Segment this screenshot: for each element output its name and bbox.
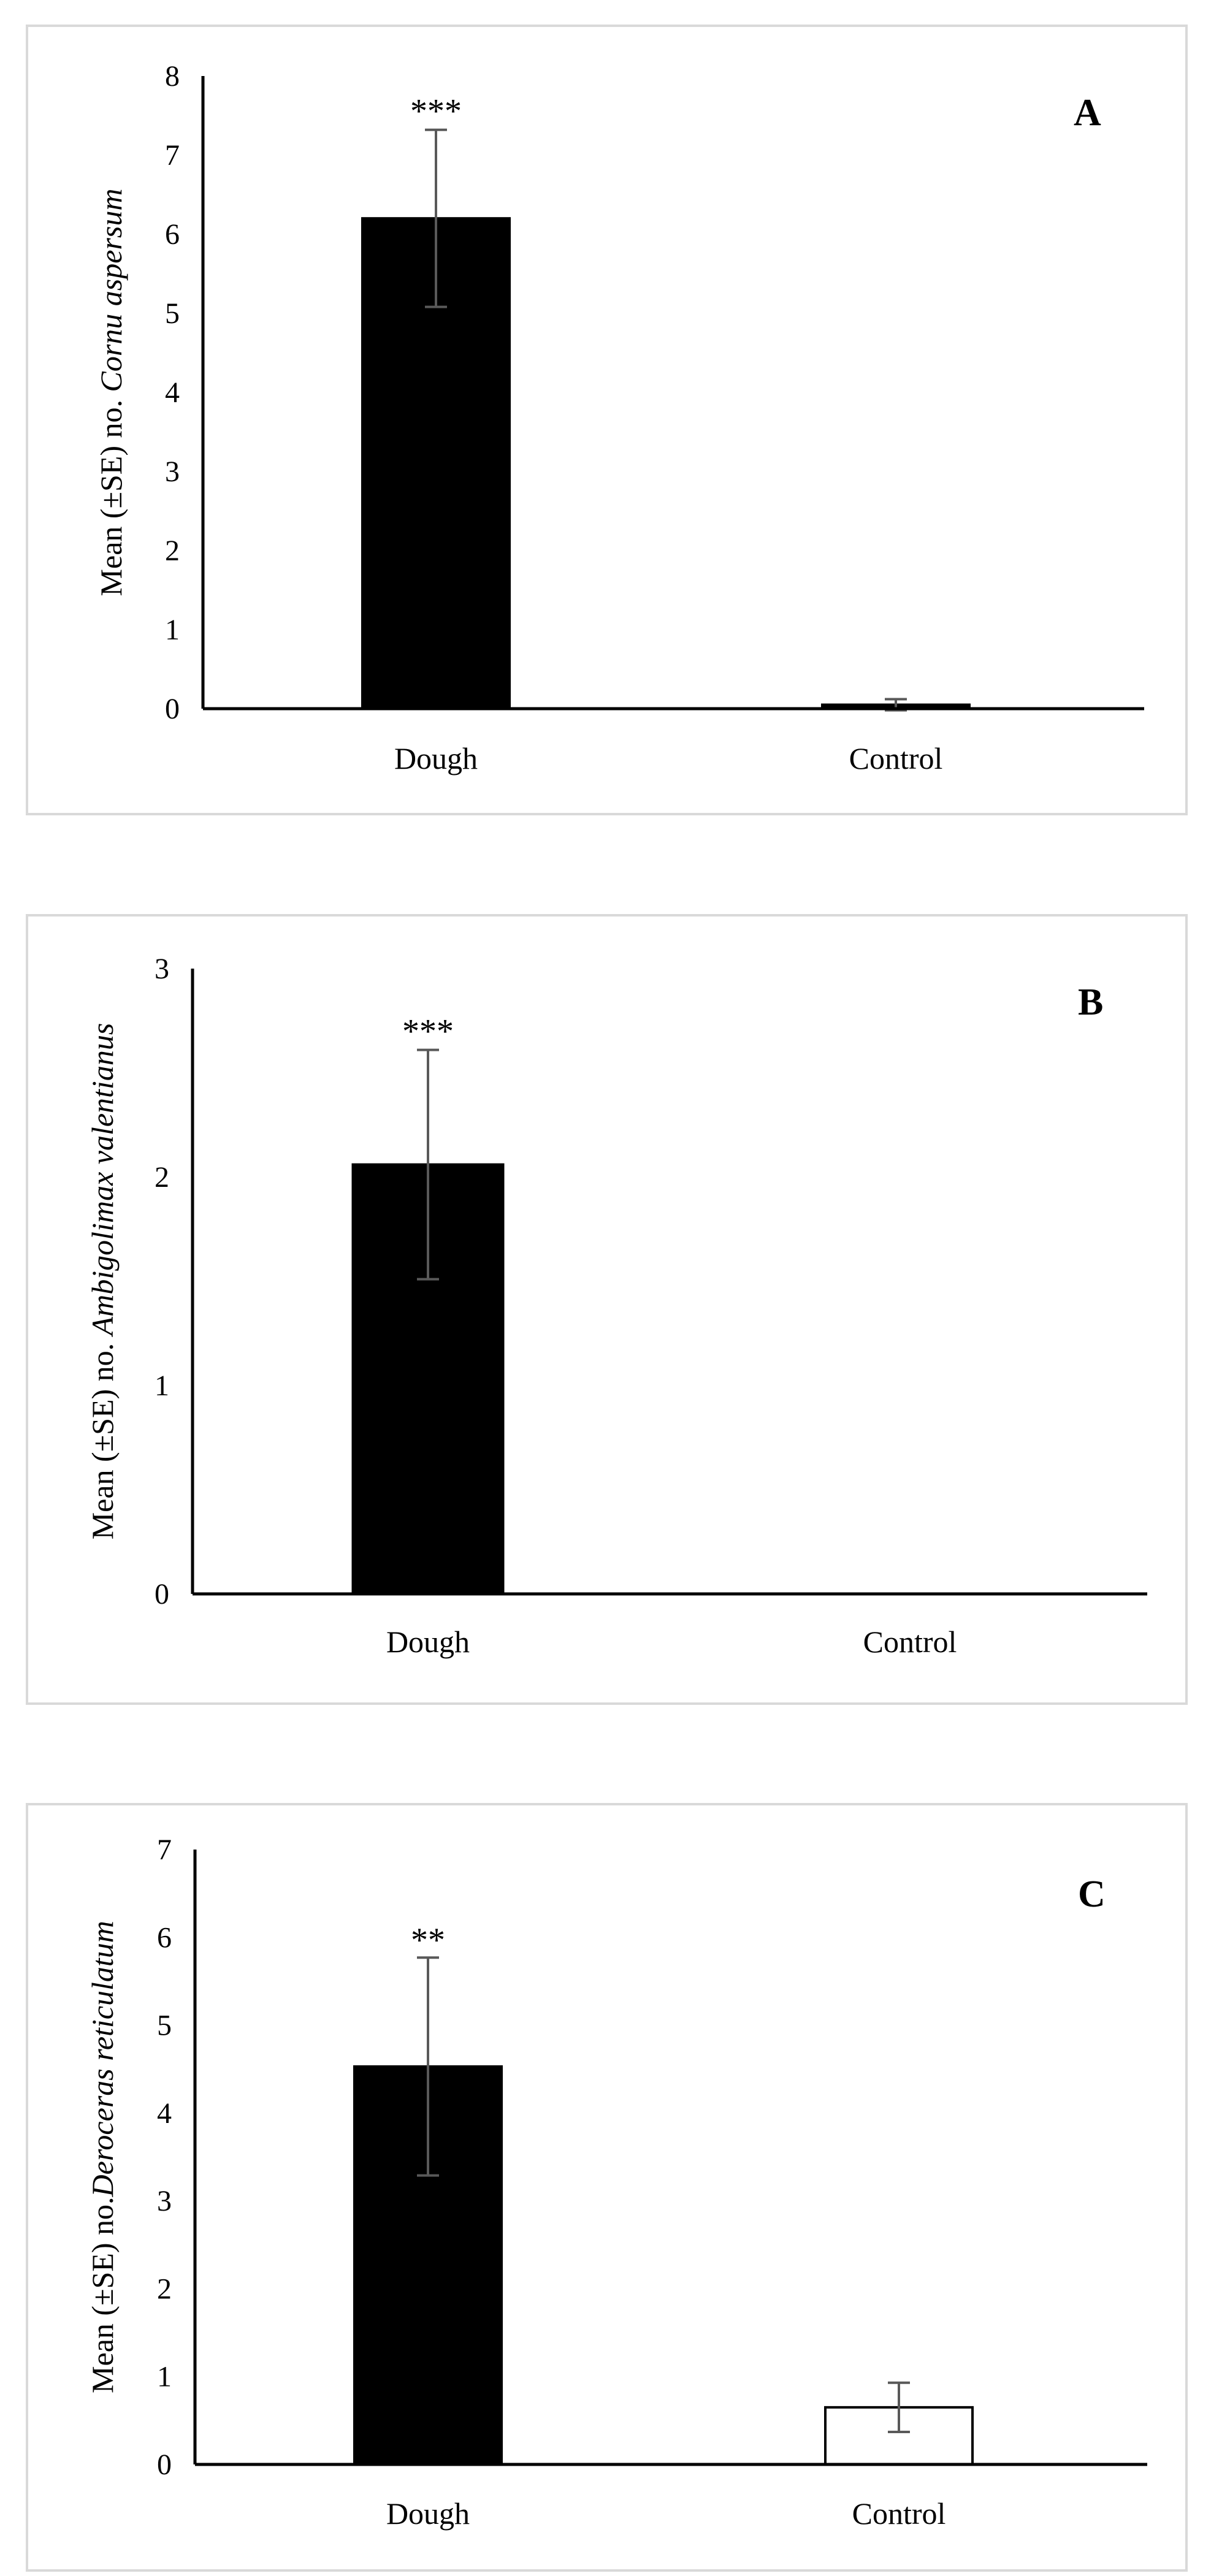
x-category-label: Dough <box>394 741 478 775</box>
y-tick-label: 4 <box>157 2097 172 2130</box>
y-tick-label: 5 <box>165 297 180 330</box>
y-tick-label: 3 <box>157 2185 172 2217</box>
chart-panel-b: 0 1 2 3 *** Dough Control B Mean (±SE) no. Ambig… <box>26 914 1188 1705</box>
y-tick-label: 1 <box>157 2361 172 2393</box>
y-tick-label: 2 <box>155 1161 169 1194</box>
y-tick-label: 2 <box>165 535 180 567</box>
panel-label: A <box>1074 92 1101 134</box>
y-axis-title-prefix: Mean (±SE) no. <box>85 2197 120 2393</box>
y-axis-title-species: Cornu aspersum <box>94 189 128 392</box>
x-category-label: Control <box>849 741 943 775</box>
significance-marker: *** <box>402 1013 454 1051</box>
panel-label: C <box>1078 1873 1106 1915</box>
y-axis-title-species: Ambigolimax valentianus <box>85 1023 120 1338</box>
x-category-label: Control <box>863 1625 957 1659</box>
chart-a-svg: 0 1 2 3 4 5 6 7 8 *** Dough Control A Mean (±SE) no. … <box>94 60 1144 775</box>
y-tick-label: 5 <box>157 2010 172 2042</box>
y-tick-label: 6 <box>157 1921 172 1954</box>
y-axis-title-prefix: Mean (±SE) no. <box>85 1335 120 1539</box>
y-axis-title: Mean (±SE) no. Cornu aspersum <box>94 189 128 596</box>
chart-panel-c: 0 1 2 3 4 5 6 7 ** Dough Control C Mean (±SE) no.Der… <box>26 1803 1188 2572</box>
y-tick-label: 7 <box>165 139 180 172</box>
panel-label: B <box>1078 981 1103 1023</box>
significance-marker: ** <box>411 1921 445 1959</box>
y-tick-label: 3 <box>155 953 169 985</box>
y-tick-label: 0 <box>155 1578 169 1610</box>
chart-panel-a: 0 1 2 3 4 5 6 7 8 *** Dough Control A Mean (±SE) no. … <box>26 25 1188 815</box>
x-category-label: Dough <box>386 1625 470 1659</box>
y-axis-title-species: Deroceras reticulatum <box>85 1921 120 2197</box>
y-tick-label: 3 <box>165 455 180 488</box>
y-tick-label: 2 <box>157 2273 172 2305</box>
y-axis-title: Mean (±SE) no. Ambigolimax valentianus <box>85 1023 120 1540</box>
y-tick-label: 6 <box>165 218 180 251</box>
y-axis-title: Mean (±SE) no.Deroceras reticulatum <box>85 1921 120 2393</box>
y-tick-label: 8 <box>165 60 180 93</box>
y-tick-label: 7 <box>157 1834 172 1866</box>
y-tick-label: 1 <box>165 614 180 646</box>
x-category-label: Dough <box>386 2496 470 2531</box>
y-tick-label: 0 <box>157 2448 172 2481</box>
chart-c-svg: 0 1 2 3 4 5 6 7 ** Dough Control C Mean (±SE) no.Der… <box>85 1834 1147 2531</box>
chart-b-svg: 0 1 2 3 *** Dough Control B Mean (±SE) no. Ambig… <box>85 953 1147 1659</box>
x-category-label: Control <box>852 2496 946 2531</box>
y-tick-label: 0 <box>165 693 180 725</box>
y-tick-label: 1 <box>155 1370 169 1402</box>
y-axis-title-prefix: Mean (±SE) no. <box>94 392 128 596</box>
significance-marker: *** <box>410 93 462 131</box>
y-tick-label: 4 <box>165 376 180 409</box>
